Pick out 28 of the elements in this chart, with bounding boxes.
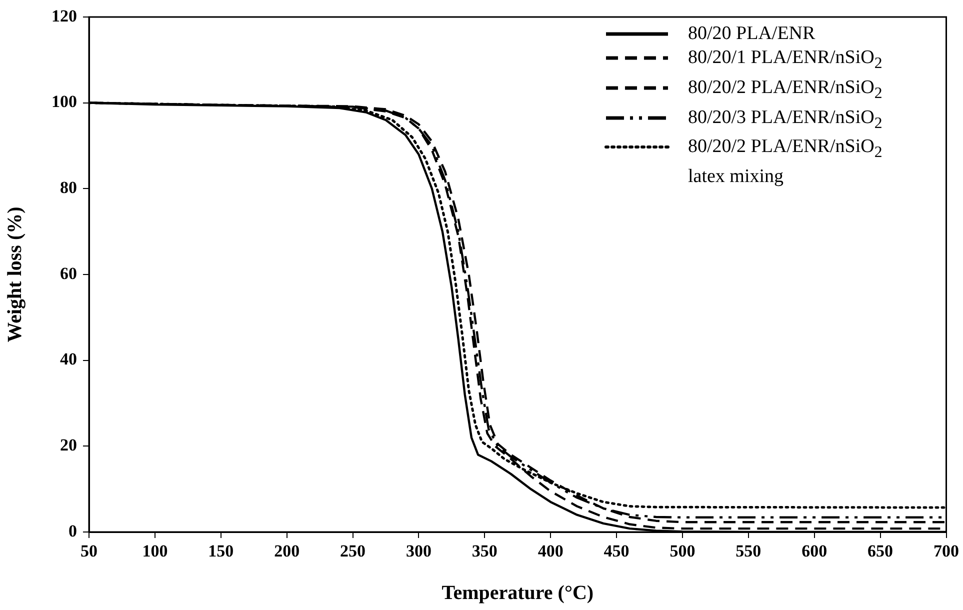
y-tick-label: 20 — [60, 436, 77, 455]
y-tick-label: 60 — [60, 264, 77, 283]
x-axis-title: Temperature (°C) — [442, 582, 594, 604]
legend-label: 80/20/2 PLA/ENR/nSiO$_{2}$ — [688, 76, 884, 104]
x-tick-label: 400 — [538, 542, 564, 561]
x-tick-label: 50 — [80, 542, 98, 561]
legend-label: 80/20 PLA/ENR — [688, 22, 816, 46]
y-tick-label: 100 — [52, 92, 77, 112]
x-tick-label: 200 — [274, 542, 300, 561]
x-tick-label: 600 — [802, 542, 828, 561]
x-tick-label: 700 — [934, 542, 959, 561]
x-tick-label: 450 — [604, 542, 630, 561]
x-tick-label: 350 — [472, 542, 498, 561]
y-tick-label: 80 — [60, 178, 77, 198]
x-tick-label: 650 — [868, 542, 894, 561]
legend-label: 80/20/1 PLA/ENR/nSiO$_{2}$ — [688, 46, 884, 74]
x-tick-label: 550 — [736, 542, 762, 561]
y-tick-label: 0 — [68, 521, 77, 540]
text: 80/20/2 PLA/ENR/nSiO$_{2}$ latex mixing — [688, 136, 882, 188]
y-tick-label: 40 — [60, 350, 77, 369]
y-axis-title: Weight loss (%) — [4, 206, 26, 342]
x-tick-label: 150 — [208, 542, 234, 561]
x-tick-label: 500 — [670, 542, 696, 561]
y-tick-label: 120 — [52, 6, 77, 26]
x-tick-label: 250 — [340, 542, 366, 561]
legend-label: 80/20/3 PLA/ENR/nSiO$_{2}$ — [688, 106, 884, 134]
x-tick-label: 300 — [406, 542, 432, 561]
x-tick-label: 100 — [142, 542, 168, 561]
